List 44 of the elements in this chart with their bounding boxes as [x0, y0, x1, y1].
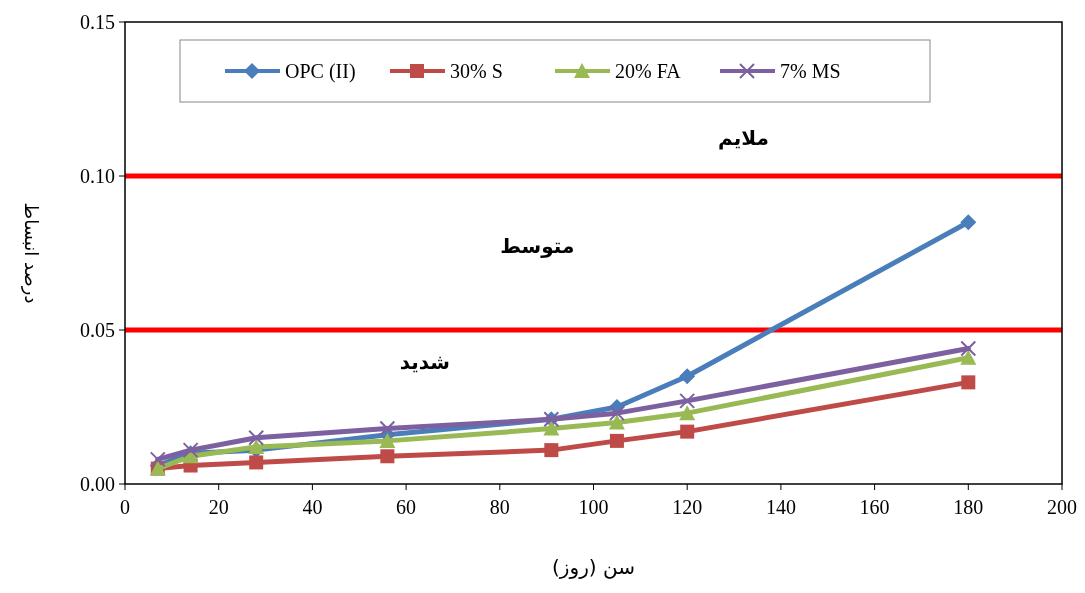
y-tick-label: 0.00	[80, 473, 115, 495]
point	[248, 439, 265, 455]
x-tick-label: 80	[489, 496, 510, 518]
legend-label: 20% FA	[615, 60, 682, 82]
point	[248, 429, 265, 446]
legend-label: OPC (II)	[285, 60, 356, 83]
point	[680, 424, 695, 439]
point	[960, 214, 977, 231]
point	[608, 405, 625, 422]
point	[961, 375, 976, 390]
x-tick-label: 0	[120, 496, 130, 518]
x-tick-label: 200	[1047, 496, 1077, 518]
point	[149, 451, 166, 468]
y-axis-title: درصد انبساط	[21, 202, 42, 304]
x-axis-title: سن (روز)	[552, 555, 635, 579]
legend-label: 30% S	[450, 60, 503, 82]
point	[960, 340, 977, 357]
annotation: متوسط	[500, 234, 575, 258]
x-tick-label: 20	[208, 496, 229, 518]
point	[544, 443, 559, 458]
point	[249, 455, 264, 470]
x-tick-label: 60	[396, 496, 417, 518]
point	[543, 420, 560, 436]
point	[679, 368, 696, 385]
annotation: شدید	[399, 349, 450, 374]
point	[679, 392, 696, 409]
point	[379, 420, 396, 437]
x-tick-label: 100	[578, 496, 609, 518]
point	[609, 433, 624, 448]
point	[960, 349, 977, 365]
y-tick-label: 0.10	[80, 165, 115, 187]
point	[379, 432, 396, 448]
x-tick-label: 120	[672, 496, 703, 518]
y-tick-label: 0.15	[80, 11, 115, 33]
x-tick-label: 140	[765, 496, 796, 518]
annotation: ملایم	[718, 126, 769, 151]
y-tick-label: 0.05	[80, 319, 115, 341]
legend-label: 7% MS	[780, 60, 841, 82]
x-tick-label: 160	[859, 496, 890, 518]
point	[679, 405, 696, 421]
x-tick-label: 180	[953, 496, 984, 518]
x-tick-label: 40	[302, 496, 323, 518]
point	[380, 449, 395, 464]
point	[608, 414, 625, 430]
